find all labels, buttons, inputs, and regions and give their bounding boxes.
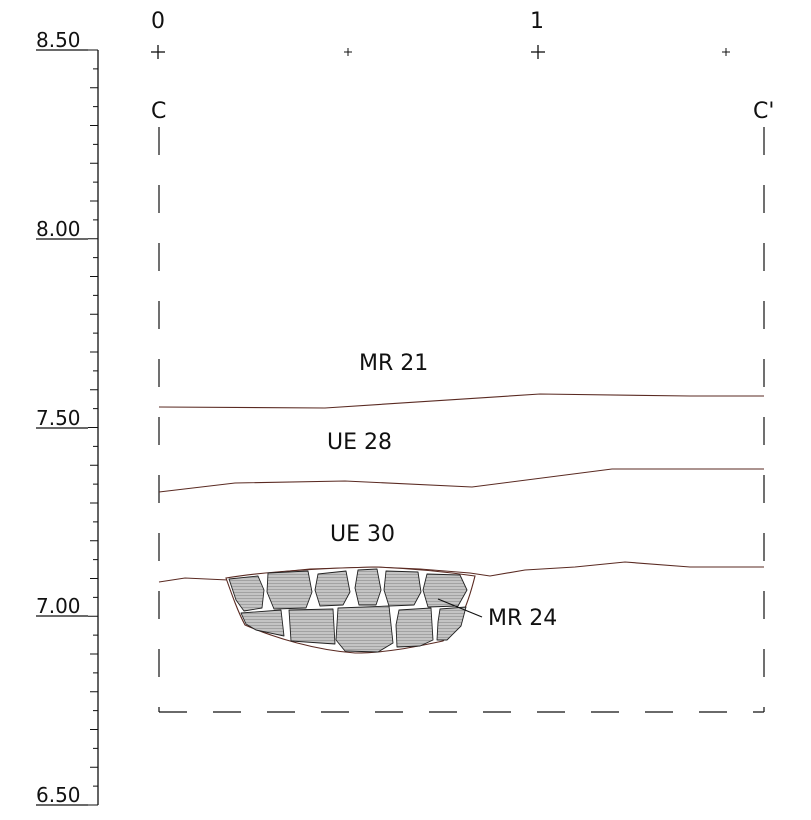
boundary-mr21-ue28 [158,393,764,409]
stone [422,573,468,608]
scale-label-0: 0 [151,9,165,34]
stone [288,608,336,645]
section-endpoint-c-prime: C' [753,99,774,124]
stone [266,570,313,610]
layer-boundaries [158,393,764,583]
stone [335,605,394,653]
scale-label-1: 1 [530,9,544,34]
unit-label-ue28: UE 28 [327,430,392,455]
elevation-label-6-50: 6.50 [36,783,81,807]
section-frame [158,127,765,713]
stone [240,609,285,637]
unit-label-mr24: MR 24 [488,606,557,631]
mr24-stones [228,568,468,653]
elevation-label-8-50: 8.50 [36,28,81,52]
scale-bar: 0 1 [151,9,730,59]
unit-labels: MR 21 UE 28 UE 30 MR 24 [327,351,557,631]
elevation-ruler [88,49,99,806]
stone [395,607,434,648]
elevation-labels: 8.50 8.00 7.50 7.00 6.50 [36,28,88,807]
elevation-label-7-50: 7.50 [36,406,81,430]
stone [436,606,467,641]
unit-label-ue30: UE 30 [330,522,395,547]
elevation-label-7-00: 7.00 [36,594,81,618]
elevation-label-8-00: 8.00 [36,217,81,241]
mr24-leader-line [437,598,483,618]
mr24-structure [225,566,483,654]
unit-label-mr21: MR 21 [359,351,428,376]
stone [383,570,422,607]
stone [354,568,382,606]
stone [228,575,265,612]
boundary-ue28-ue30 [158,468,764,493]
section-endpoint-c: C [151,99,166,124]
stone [314,570,351,607]
